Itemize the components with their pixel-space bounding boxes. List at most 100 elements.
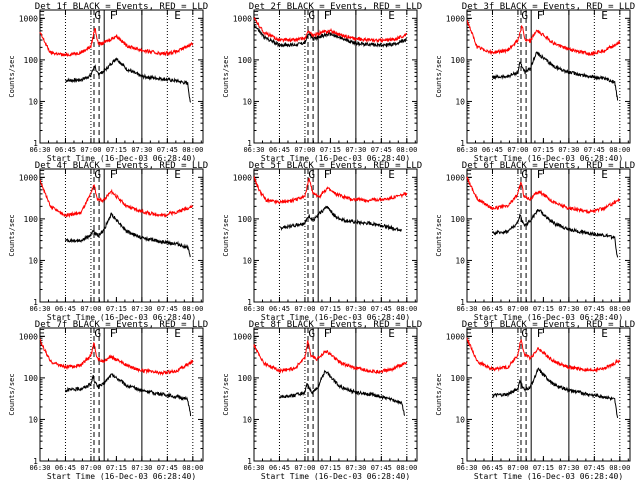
- interval-marker-label: E: [174, 9, 181, 22]
- x-tick-label: 08:00: [609, 146, 630, 154]
- x-tick-label: 07:45: [584, 305, 605, 313]
- panel-title: Det 3f BLACK = Events, RED = LLD: [462, 2, 635, 12]
- panel-title: Det 9f BLACK = Events, RED = LLD: [462, 320, 635, 330]
- y-tick-label: 1: [33, 298, 38, 307]
- x-tick-label: 07:45: [371, 146, 392, 154]
- x-tick-label: 07:45: [371, 464, 392, 472]
- y-tick-label: 10: [242, 97, 252, 106]
- events-series-line: [65, 212, 191, 258]
- y-tick-label: 1000: [446, 14, 465, 23]
- y-axis-label: Counts/sec: [222, 214, 230, 256]
- lld-series-line: [466, 337, 621, 373]
- detector-panel-8: Det 8f BLACK = Events, RED = LLD Counts/s…: [222, 320, 422, 480]
- x-tick-label: 07:15: [106, 146, 127, 154]
- interval-marker-label: E: [388, 9, 395, 22]
- interval-marker-label: E: [252, 168, 259, 181]
- panel-title: Det 4f BLACK = Events, RED = LLD: [35, 161, 208, 171]
- y-tick-label: 1000: [233, 173, 252, 182]
- y-tick-label: 10: [455, 256, 465, 265]
- interval-marker-label: E: [38, 327, 45, 340]
- x-tick-label: 07:15: [533, 464, 554, 472]
- x-tick-label: 07:15: [320, 464, 341, 472]
- x-tick-label: 07:00: [507, 305, 528, 313]
- plot-frame: [466, 9, 631, 144]
- y-tick-label: 1000: [19, 332, 38, 341]
- x-tick-label: 06:30: [456, 464, 477, 472]
- x-tick-label: 07:45: [584, 464, 605, 472]
- interval-marker-label: E: [38, 168, 45, 181]
- x-tick-label: 06:45: [269, 146, 290, 154]
- interval-marker-label: F: [324, 327, 331, 340]
- x-axis-label: Start Time (16-Dec-03 06:28:40): [261, 313, 410, 322]
- detector-panel-4: Det 4f BLACK = Events, RED = LLD Counts/s…: [8, 161, 208, 322]
- x-axis-label: Start Time (16-Dec-03 06:28:40): [47, 154, 196, 163]
- y-tick-label: 100: [24, 56, 39, 65]
- lld-series-line: [253, 340, 408, 375]
- events-series-line: [492, 208, 619, 258]
- interval-marker-label: E: [465, 9, 472, 22]
- x-tick-label: 07:45: [157, 305, 178, 313]
- y-tick-label: 1: [247, 298, 252, 307]
- x-axis-label: Start Time (16-Dec-03 06:28:40): [474, 472, 623, 480]
- x-tick-label: 06:45: [55, 464, 76, 472]
- detector-panel-1: Det 1f BLACK = Events, RED = LLD Counts/s…: [8, 2, 208, 163]
- y-axis-label: Counts/sec: [435, 214, 443, 256]
- interval-marker-label: E: [465, 168, 472, 181]
- x-tick-label: 07:15: [533, 146, 554, 154]
- y-tick-label: 1: [247, 457, 252, 466]
- x-tick-label: 07:30: [345, 305, 366, 313]
- plot-frame: [39, 168, 204, 303]
- x-tick-label: 07:30: [131, 464, 152, 472]
- events-series-line: [492, 367, 619, 418]
- y-axis-label: Counts/sec: [222, 55, 230, 97]
- x-tick-label: 07:45: [371, 305, 392, 313]
- y-tick-label: 1: [460, 457, 465, 466]
- lld-series-line: [253, 175, 408, 205]
- y-tick-label: 1000: [446, 332, 465, 341]
- plot-frame: [253, 9, 418, 144]
- x-tick-label: 06:30: [456, 305, 477, 313]
- y-tick-label: 100: [238, 56, 253, 65]
- y-tick-label: 1000: [233, 332, 252, 341]
- x-tick-label: 07:15: [320, 305, 341, 313]
- panel-title: Det 6f BLACK = Events, RED = LLD: [462, 161, 635, 171]
- events-series-line: [492, 51, 619, 101]
- x-tick-label: 08:00: [182, 305, 203, 313]
- y-axis-label: Counts/sec: [8, 214, 16, 256]
- y-tick-label: 100: [238, 215, 253, 224]
- events-series-line: [65, 57, 192, 103]
- y-axis-label: Counts/sec: [435, 55, 443, 97]
- events-series-line: [279, 369, 406, 416]
- y-tick-label: 1000: [19, 173, 38, 182]
- interval-marker-label: G: [308, 9, 315, 22]
- lld-series-line: [39, 179, 194, 218]
- interval-marker-label: G: [521, 327, 528, 340]
- x-tick-label: 07:30: [131, 146, 152, 154]
- x-tick-label: 07:15: [320, 146, 341, 154]
- detector-panel-6: Det 6f BLACK = Events, RED = LLD Counts/s…: [435, 161, 635, 322]
- y-tick-label: 1: [247, 139, 252, 148]
- x-tick-label: 07:15: [106, 464, 127, 472]
- x-axis-label: Start Time (16-Dec-03 06:28:40): [474, 313, 623, 322]
- x-tick-label: 06:30: [29, 305, 50, 313]
- interval-marker-label: E: [465, 327, 472, 340]
- interval-marker-label: F: [537, 9, 544, 22]
- x-tick-label: 08:00: [396, 464, 417, 472]
- y-axis-label: Counts/sec: [222, 373, 230, 415]
- plot-frame: [466, 327, 631, 462]
- panel-title: Det 5f BLACK = Events, RED = LLD: [249, 161, 422, 171]
- x-tick-label: 08:00: [182, 146, 203, 154]
- x-tick-label: 08:00: [396, 146, 417, 154]
- x-tick-label: 06:45: [55, 146, 76, 154]
- interval-marker-label: G: [521, 168, 528, 181]
- y-tick-label: 100: [24, 215, 39, 224]
- x-axis-label: Start Time (16-Dec-03 06:28:40): [47, 472, 196, 480]
- interval-marker-label: E: [388, 327, 395, 340]
- interval-marker-label: G: [308, 327, 315, 340]
- detector-panel-2: Det 2f BLACK = Events, RED = LLD Counts/s…: [222, 2, 422, 163]
- x-axis-label: Start Time (16-Dec-03 06:28:40): [47, 313, 196, 322]
- x-tick-label: 07:30: [345, 464, 366, 472]
- y-tick-label: 1000: [233, 14, 252, 23]
- interval-marker-label: E: [388, 168, 395, 181]
